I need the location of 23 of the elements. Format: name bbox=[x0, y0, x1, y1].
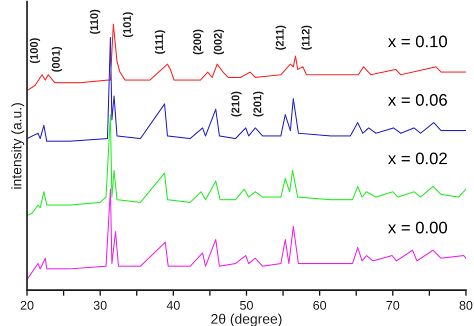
x-tick-label: 40 bbox=[166, 300, 180, 310]
annotation: (100) bbox=[30, 38, 40, 64]
y-axis-title: intensity (a.u.) bbox=[11, 103, 24, 189]
annotation: (002) bbox=[214, 30, 224, 54]
annotation: (001) bbox=[52, 46, 62, 72]
x-tick-label: 20 bbox=[20, 300, 34, 310]
x-tick-label: 30 bbox=[94, 300, 107, 310]
annotation: (112) bbox=[301, 26, 312, 50]
annotation: (111) bbox=[154, 30, 166, 54]
x-tick-label: 50 bbox=[240, 300, 253, 310]
series-label: x = 0.06 bbox=[388, 94, 447, 106]
series-label: x = 0.00 bbox=[388, 222, 448, 234]
annotation: (201) bbox=[253, 92, 264, 116]
annotation: (210) bbox=[231, 92, 242, 116]
x-tick-label: 80 bbox=[460, 300, 472, 310]
x-tick-label: 70 bbox=[386, 300, 400, 310]
x-tick-label: 60 bbox=[313, 300, 326, 310]
annotation: (101) bbox=[122, 12, 134, 38]
series-label: x = 0.10 bbox=[388, 36, 448, 48]
series-label: x = 0.02 bbox=[388, 152, 447, 164]
annotation: (200) bbox=[193, 30, 204, 54]
annotation: (211) bbox=[276, 26, 286, 50]
annotation: (110) bbox=[90, 10, 100, 34]
